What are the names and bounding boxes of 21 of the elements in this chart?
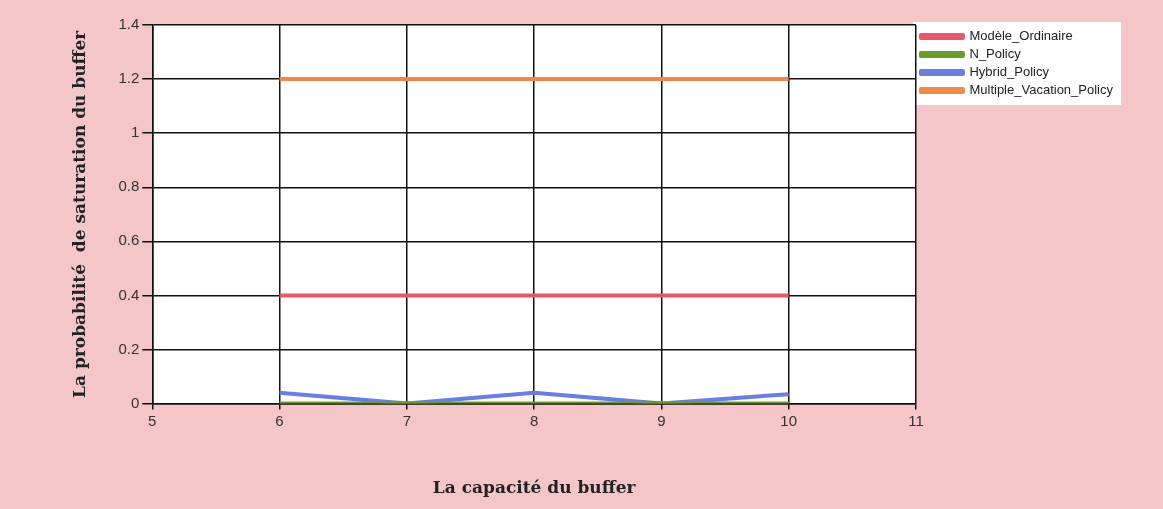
x-tick-label: 10: [780, 411, 797, 429]
x-tick-label: 7: [402, 411, 411, 429]
y-tick-label: 1: [130, 123, 140, 141]
y-tick-label: 0.8: [118, 177, 140, 195]
legend-label: Modèle_Ordinaire: [969, 28, 1073, 44]
legend-label: N_Policy: [969, 46, 1022, 62]
x-tick-label: 11: [908, 411, 924, 429]
x-axis-title: La capacité du buffer: [432, 477, 637, 498]
y-tick-label: 0.2: [118, 339, 140, 357]
x-tick-label: 9: [657, 411, 666, 429]
y-tick-label: 0.4: [118, 285, 140, 303]
y-tick-label: 1.2: [118, 69, 140, 87]
x-tick-label: 5: [148, 411, 157, 429]
y-tick-label: 0.6: [118, 231, 140, 249]
y-tick-label: 0: [130, 393, 140, 411]
x-tick-label: 6: [275, 411, 284, 429]
y-tick-label: 1.4: [118, 15, 140, 33]
y-axis-title: La probabilité de saturation du buffer: [68, 29, 89, 398]
x-tick-label: 8: [529, 411, 539, 429]
legend-label: Hybrid_Policy: [969, 64, 1050, 80]
legend-label: Multiple_Vacation_Policy: [969, 82, 1114, 98]
